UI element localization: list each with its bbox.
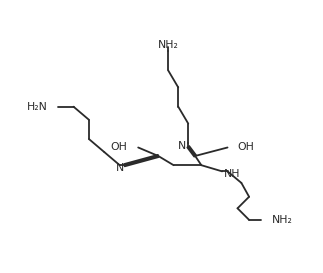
Text: N: N (116, 162, 124, 173)
Text: NH₂: NH₂ (272, 215, 293, 225)
Text: N: N (178, 141, 186, 151)
Text: OH: OH (110, 142, 127, 152)
Text: NH₂: NH₂ (158, 40, 179, 50)
Text: NH: NH (224, 169, 240, 179)
Text: OH: OH (237, 142, 255, 152)
Text: H₂N: H₂N (26, 102, 47, 112)
